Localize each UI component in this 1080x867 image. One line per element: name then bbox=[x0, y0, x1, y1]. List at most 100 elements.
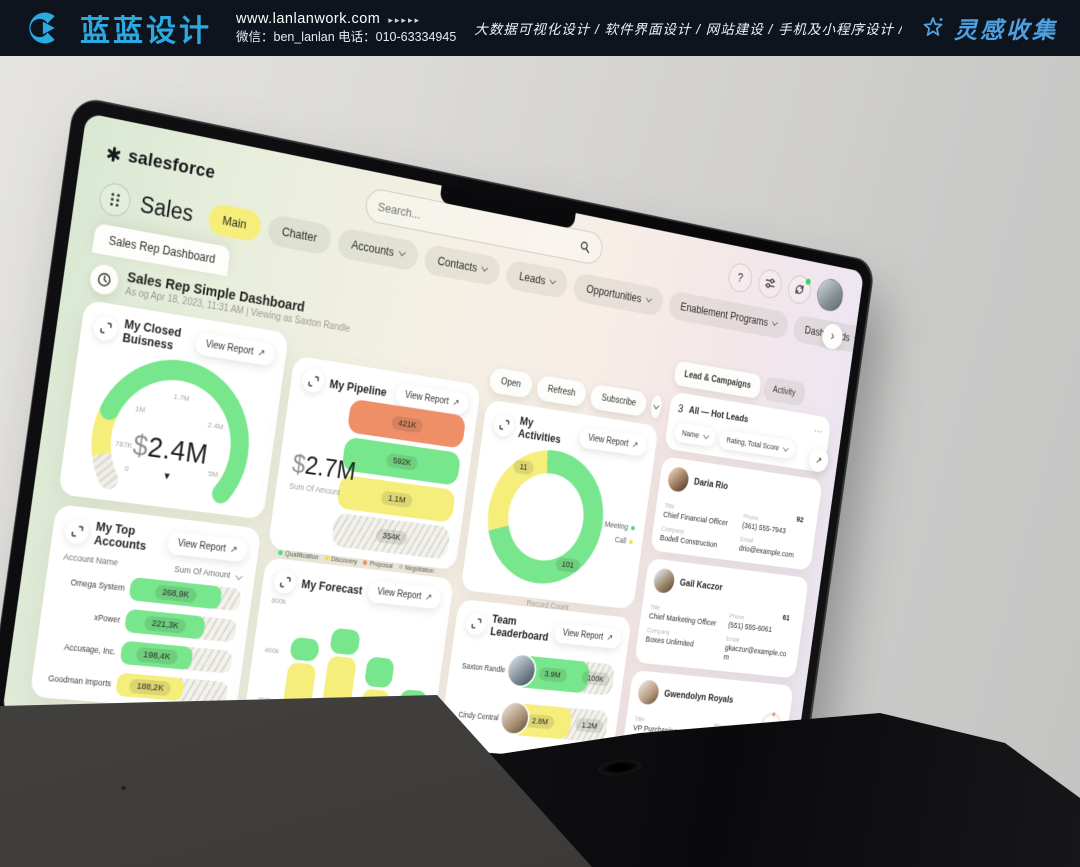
more-actions-button[interactable] bbox=[649, 394, 663, 419]
app-title: Sales bbox=[138, 191, 196, 227]
arrow-ne-icon: ↗ bbox=[229, 543, 239, 556]
x-axis-labels: April 2023 April 2023 April 2023 April 2… bbox=[280, 755, 411, 777]
legend-dot-yellow bbox=[628, 539, 634, 545]
lead-card[interactable]: Gail Kaczor 61 Title Chief Marketing Off… bbox=[634, 558, 809, 679]
search-icon bbox=[578, 239, 591, 254]
sync-icon bbox=[793, 281, 807, 298]
more-options-button[interactable]: ⋯ bbox=[813, 424, 823, 438]
gauge-tick: 1M bbox=[134, 404, 146, 415]
view-report-button[interactable]: View Report ↗ bbox=[553, 621, 623, 649]
leaderboard-row[interactable]: Saxton Randle 3.9M 100K bbox=[458, 649, 616, 696]
main-navigation: Sales Main Chatter Accounts Contacts Lea… bbox=[73, 170, 858, 354]
briefcase-icon bbox=[34, 719, 50, 735]
forecast-bar bbox=[276, 634, 321, 754]
desk-fleck bbox=[121, 786, 126, 790]
expand-button[interactable] bbox=[301, 367, 326, 395]
services-list: 大数据可视化设计 / 软件界面设计 / 网站建设 / 手机及小程序设计 / 软件… bbox=[474, 22, 902, 37]
expand-icon bbox=[71, 525, 84, 538]
legend-dot-orange bbox=[362, 560, 368, 566]
opportunities-kicker: Oppotrunities bbox=[65, 718, 114, 732]
chevron-down-icon bbox=[645, 294, 653, 303]
user-avatar[interactable] bbox=[815, 276, 846, 314]
forecast-bar bbox=[315, 625, 361, 757]
view-report-button[interactable]: View Report ↗ bbox=[166, 530, 249, 562]
website: www.lanlanwork.com bbox=[236, 10, 381, 27]
chevron-down-icon bbox=[235, 572, 243, 581]
leaderboard-row[interactable]: Cindy Central 2.8M 1.2M bbox=[451, 698, 609, 743]
leads-count: 3 bbox=[677, 401, 685, 416]
avatar bbox=[666, 465, 690, 493]
pipeline-total: $2.7M Sum Of Amount bbox=[288, 449, 358, 498]
value-badge: 592K bbox=[385, 452, 419, 471]
value-badge: 11 bbox=[512, 459, 535, 476]
legend-dot-green bbox=[630, 525, 636, 531]
arrow-ne-icon: ↗ bbox=[451, 397, 461, 409]
arrow-ne-icon: ↗ bbox=[257, 347, 266, 359]
laptop: salesforce ? bbox=[0, 95, 876, 790]
clock-icon bbox=[96, 271, 113, 289]
activities-legend: Meeting Call bbox=[602, 517, 636, 549]
help-button[interactable]: ? bbox=[726, 261, 754, 294]
score-ring: 4 bbox=[758, 711, 784, 741]
legend-dot-green bbox=[277, 550, 283, 556]
expand-button[interactable] bbox=[92, 313, 119, 342]
laptop-screen: salesforce ? bbox=[1, 112, 865, 777]
donut-ring bbox=[479, 442, 612, 590]
chevron-down-icon bbox=[772, 318, 778, 326]
gauge-chart: 0 787K 1M 1.7M 2.4M 5M $2.4M ▼ bbox=[71, 342, 273, 514]
dashboard-icon-button[interactable] bbox=[88, 262, 121, 297]
arrow-ne-icon: ↗ bbox=[631, 439, 639, 451]
expand-button[interactable] bbox=[63, 517, 91, 545]
lead-card[interactable]: Gwendolyn Royals 4 Title VP Purchasing C… bbox=[620, 669, 794, 777]
chevron-down-icon bbox=[653, 402, 660, 410]
open-button[interactable]: Open bbox=[488, 366, 534, 399]
inspiration-collection: 灵感收集 bbox=[920, 11, 1058, 45]
lanlan-logo-icon bbox=[22, 8, 62, 48]
opportunities-icon-button[interactable] bbox=[25, 710, 60, 744]
expand-button[interactable] bbox=[492, 412, 516, 438]
tab-activity[interactable]: Activity bbox=[762, 376, 806, 407]
salesforce-asterisk-icon bbox=[105, 144, 123, 164]
filter-name[interactable]: Name bbox=[673, 422, 717, 448]
legend-dot-yellow bbox=[324, 555, 329, 561]
activities-donut-chart: 11 101 Meeting Call bbox=[471, 436, 645, 608]
widget-my-forecast: My Forecast View Report ↗ 600k 400k 200k bbox=[236, 557, 455, 777]
account-row[interactable]: Goodman Imports 188,2K bbox=[43, 666, 229, 705]
value-badge: 100K bbox=[580, 670, 611, 687]
forecast-bar bbox=[353, 654, 395, 760]
chevron-down-icon bbox=[703, 431, 710, 439]
value-badge: 3.9M bbox=[537, 666, 568, 683]
value-badge: 101 bbox=[554, 556, 581, 574]
value-badge: 1.2M bbox=[574, 717, 605, 734]
nav-pill-main[interactable]: Main bbox=[206, 201, 263, 243]
expand-button[interactable] bbox=[464, 611, 488, 636]
widget-title: My Top Accounts bbox=[93, 519, 148, 553]
sync-notifications-button[interactable] bbox=[786, 272, 813, 306]
leads-filter-title: All — Hot Leads bbox=[688, 404, 749, 425]
avatar bbox=[636, 679, 661, 706]
app-launcher-button[interactable] bbox=[97, 180, 133, 219]
widget-title: Team Leaderboard bbox=[489, 612, 550, 644]
value-badge: 188,2K bbox=[128, 677, 172, 696]
expand-button[interactable] bbox=[272, 568, 298, 595]
expand-icon bbox=[499, 419, 510, 431]
expand-icon bbox=[307, 374, 319, 387]
widget-title: My Pipeline bbox=[328, 376, 388, 399]
opportunities-title: Closing This Mounth bbox=[64, 727, 170, 748]
legend-dot-gray bbox=[398, 564, 403, 570]
avatar bbox=[652, 567, 676, 595]
widget-my-closed-business: My Closed Buisness View Report ↗ bbox=[58, 299, 289, 520]
promo-banner: 蓝蓝设计 www.lanlanwork.com ▸▸▸▸▸ 微信：ben_lanl… bbox=[0, 0, 1080, 56]
column-account-name: Account Name bbox=[62, 551, 119, 568]
lead-card[interactable]: Daria Rio 92 Title Chief Financial Offic… bbox=[650, 456, 823, 571]
chevron-down-icon bbox=[398, 248, 406, 257]
value-badge: 421K bbox=[390, 414, 424, 434]
widget-my-activities: My Activities View Report ↗ 11 101 Meet bbox=[460, 399, 659, 612]
sliders-icon bbox=[763, 275, 777, 291]
grid-dots-icon bbox=[109, 192, 121, 207]
view-report-button[interactable]: View Report ↗ bbox=[366, 580, 443, 610]
column-sum-of-amount[interactable]: Sum Of Amount bbox=[174, 564, 243, 581]
settings-sliders-button[interactable] bbox=[756, 267, 784, 300]
filter-rating[interactable]: Rating, Total Score bbox=[718, 429, 796, 460]
